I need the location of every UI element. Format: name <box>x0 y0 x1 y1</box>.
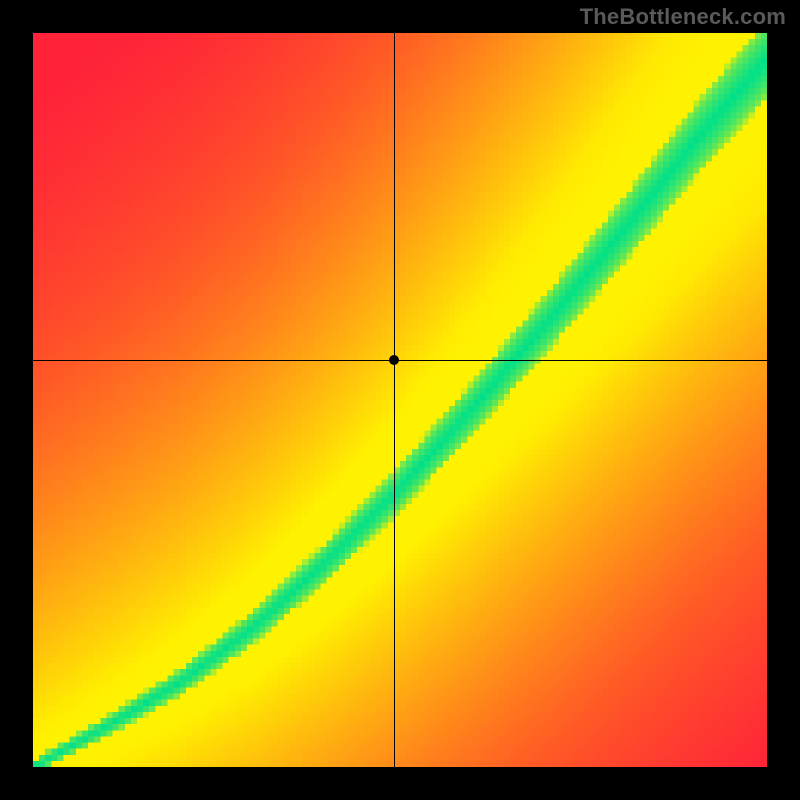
chart-container: TheBottleneck.com <box>0 0 800 800</box>
crosshair-marker <box>389 355 399 365</box>
plot-area <box>33 33 767 767</box>
heatmap-canvas <box>33 33 767 767</box>
watermark-text: TheBottleneck.com <box>580 4 786 30</box>
crosshair-horizontal <box>33 360 767 361</box>
crosshair-vertical <box>394 33 395 767</box>
